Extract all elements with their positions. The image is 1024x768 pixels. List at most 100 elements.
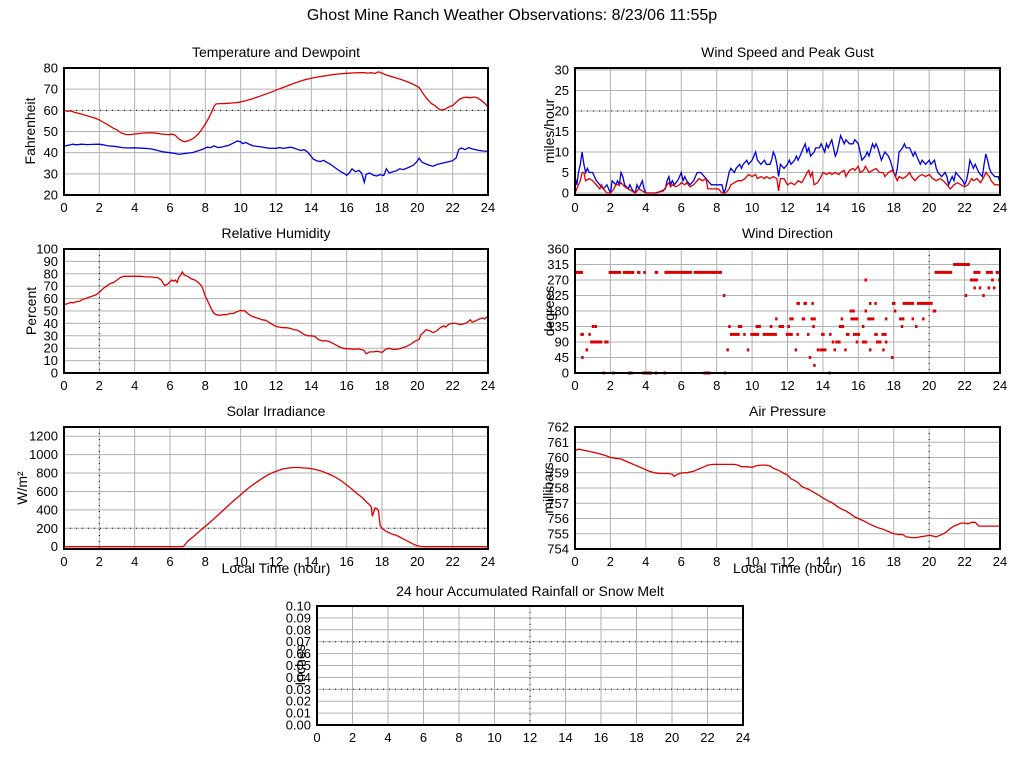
svg-text:10: 10 <box>487 730 501 745</box>
svg-text:20: 20 <box>922 554 936 569</box>
svg-text:759: 759 <box>547 465 569 480</box>
svg-text:40: 40 <box>44 316 58 331</box>
svg-text:60: 60 <box>44 103 58 118</box>
svg-text:10: 10 <box>555 145 569 160</box>
svg-text:24: 24 <box>993 554 1007 569</box>
svg-text:20: 20 <box>44 188 58 203</box>
svg-text:1000: 1000 <box>29 447 58 462</box>
svg-text:14: 14 <box>558 730 572 745</box>
svg-text:600: 600 <box>36 484 58 499</box>
svg-text:6: 6 <box>678 378 685 393</box>
svg-text:135: 135 <box>547 319 569 334</box>
svg-text:270: 270 <box>547 273 569 288</box>
svg-text:10: 10 <box>44 353 58 368</box>
svg-text:755: 755 <box>547 526 569 541</box>
svg-text:20: 20 <box>410 378 424 393</box>
svg-text:2: 2 <box>96 554 103 569</box>
svg-text:18: 18 <box>887 200 901 215</box>
svg-text:800: 800 <box>36 466 58 481</box>
svg-text:757: 757 <box>547 496 569 511</box>
svg-text:8: 8 <box>713 378 720 393</box>
svg-text:18: 18 <box>375 378 389 393</box>
svg-text:0: 0 <box>571 378 578 393</box>
svg-text:0: 0 <box>571 200 578 215</box>
svg-text:762: 762 <box>547 420 569 435</box>
svg-text:6: 6 <box>420 730 427 745</box>
svg-text:18: 18 <box>375 554 389 569</box>
svg-text:4: 4 <box>131 554 138 569</box>
page-title: Ghost Mine Ranch Weather Observations: 8… <box>306 7 718 24</box>
svg-text:8: 8 <box>202 378 209 393</box>
svg-text:0: 0 <box>51 366 58 381</box>
svg-text:14: 14 <box>816 554 830 569</box>
svg-text:0: 0 <box>313 730 320 745</box>
svg-text:80: 80 <box>44 61 58 76</box>
svg-text:200: 200 <box>36 521 58 536</box>
svg-text:70: 70 <box>44 279 58 294</box>
svg-text:0.07: 0.07 <box>286 634 311 649</box>
svg-text:12: 12 <box>780 200 794 215</box>
svg-text:25: 25 <box>555 83 569 98</box>
svg-text:16: 16 <box>851 378 865 393</box>
svg-text:8: 8 <box>713 554 720 569</box>
svg-text:22: 22 <box>957 378 971 393</box>
svg-text:760: 760 <box>547 450 569 465</box>
chart-title-wind-direction: Wind Direction <box>741 225 834 241</box>
svg-text:0.06: 0.06 <box>286 646 311 661</box>
svg-text:2: 2 <box>607 378 614 393</box>
svg-text:10: 10 <box>233 378 247 393</box>
svg-text:10: 10 <box>233 554 247 569</box>
svg-text:12: 12 <box>269 200 283 215</box>
svg-text:5: 5 <box>562 165 569 180</box>
svg-text:400: 400 <box>36 502 58 517</box>
svg-text:0: 0 <box>571 554 578 569</box>
svg-text:8: 8 <box>713 200 720 215</box>
svg-text:1200: 1200 <box>29 429 58 444</box>
svg-text:90: 90 <box>44 254 58 269</box>
svg-text:50: 50 <box>44 304 58 319</box>
svg-text:80: 80 <box>44 266 58 281</box>
solar-irradiance-plot: 0 2 4 6 8 10 12 14 16 18 20 22 240200400600800100012… <box>29 426 495 569</box>
svg-text:10: 10 <box>745 378 759 393</box>
svg-text:10: 10 <box>745 554 759 569</box>
svg-text:10: 10 <box>233 200 247 215</box>
svg-text:22: 22 <box>700 730 714 745</box>
svg-text:4: 4 <box>642 200 649 215</box>
svg-text:70: 70 <box>44 82 58 97</box>
svg-text:16: 16 <box>339 200 353 215</box>
svg-text:22: 22 <box>957 554 971 569</box>
svg-text:24: 24 <box>481 554 495 569</box>
svg-text:180: 180 <box>547 304 569 319</box>
svg-text:754: 754 <box>547 542 569 557</box>
svg-text:14: 14 <box>816 378 830 393</box>
svg-text:16: 16 <box>339 554 353 569</box>
svg-text:0: 0 <box>562 186 569 201</box>
svg-text:20: 20 <box>665 730 679 745</box>
svg-text:20: 20 <box>555 104 569 119</box>
svg-text:100: 100 <box>36 242 58 257</box>
wind-direction-plot: 0 2 4 6 8 10 12 14 16 18 20 22 240459013518022527031… <box>547 242 1007 394</box>
svg-text:4: 4 <box>131 378 138 393</box>
svg-text:16: 16 <box>851 554 865 569</box>
svg-text:756: 756 <box>547 511 569 526</box>
svg-text:4: 4 <box>384 730 391 745</box>
svg-text:18: 18 <box>887 378 901 393</box>
svg-text:0: 0 <box>562 366 569 381</box>
svg-text:20: 20 <box>922 200 936 215</box>
svg-text:0.05: 0.05 <box>286 658 311 673</box>
svg-text:16: 16 <box>851 200 865 215</box>
svg-text:12: 12 <box>780 378 794 393</box>
svg-text:14: 14 <box>304 554 318 569</box>
svg-text:2: 2 <box>349 730 356 745</box>
svg-text:24: 24 <box>481 378 495 393</box>
svg-text:2: 2 <box>96 378 103 393</box>
svg-text:6: 6 <box>166 554 173 569</box>
svg-text:0: 0 <box>60 200 67 215</box>
svg-text:4: 4 <box>131 200 138 215</box>
svg-text:60: 60 <box>44 291 58 306</box>
svg-text:225: 225 <box>547 288 569 303</box>
svg-text:12: 12 <box>269 378 283 393</box>
svg-text:22: 22 <box>445 554 459 569</box>
